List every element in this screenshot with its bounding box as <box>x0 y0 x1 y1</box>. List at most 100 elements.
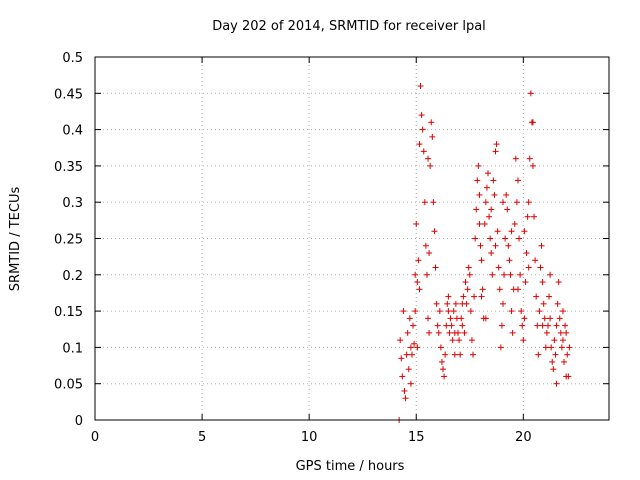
data-point <box>426 250 433 257</box>
data-point <box>431 228 438 235</box>
data-point <box>442 351 449 358</box>
data-point <box>508 228 515 235</box>
data-point <box>525 264 532 271</box>
data-point <box>552 351 559 358</box>
data-point <box>401 387 408 394</box>
data-point <box>405 366 412 373</box>
data-point <box>549 358 556 365</box>
data-point <box>474 177 481 184</box>
data-point <box>430 199 437 206</box>
data-point <box>527 90 534 97</box>
data-point <box>514 177 521 184</box>
data-point <box>548 344 555 351</box>
grid <box>95 57 609 420</box>
data-point <box>397 337 404 344</box>
data-point <box>464 286 471 293</box>
data-point <box>472 235 479 242</box>
y-tick-label: 0.3 <box>62 196 83 211</box>
data-point <box>402 395 409 402</box>
y-axis-label: SRMTID / TECUs <box>8 187 23 292</box>
y-tick-label: 0.25 <box>54 233 83 248</box>
data-point <box>476 220 483 227</box>
data-point <box>487 235 494 242</box>
data-point <box>506 257 513 264</box>
data-point <box>564 351 571 358</box>
data-point <box>512 155 519 162</box>
data-point <box>412 271 419 278</box>
y-tick-label: 0.15 <box>54 305 83 320</box>
data-point <box>513 199 520 206</box>
data-point <box>562 322 569 329</box>
data-point <box>416 141 423 148</box>
data-point <box>559 308 566 315</box>
data-point <box>445 293 452 300</box>
data-point <box>503 191 510 198</box>
data-point <box>493 141 500 148</box>
data-point <box>459 300 466 307</box>
data-point <box>532 257 539 264</box>
data-point <box>475 162 482 169</box>
data-point <box>434 322 441 329</box>
data-point <box>559 337 566 344</box>
data-point <box>544 322 551 329</box>
data-point <box>490 177 497 184</box>
data-point <box>468 337 475 344</box>
data-point <box>492 242 499 249</box>
data-points <box>396 83 573 423</box>
chart-title: Day 202 of 2014, SRMTID for receiver lpa… <box>212 19 486 34</box>
data-point <box>422 242 429 249</box>
data-point <box>556 315 563 322</box>
data-point <box>501 271 508 278</box>
data-point <box>518 308 525 315</box>
data-point <box>440 366 447 373</box>
data-point <box>407 380 414 387</box>
data-point <box>452 300 459 307</box>
data-point <box>471 293 478 300</box>
data-point <box>561 358 568 365</box>
x-tick-label: 0 <box>91 430 99 445</box>
data-point <box>429 133 436 140</box>
data-point <box>554 300 561 307</box>
data-point <box>445 308 452 315</box>
y-tick-labels: 0 0.05 0.1 0.15 0.2 0.25 0.3 0.35 0.4 0.45 0.5 <box>54 51 83 429</box>
data-point <box>508 308 515 315</box>
data-point <box>423 271 430 278</box>
data-point <box>505 242 512 249</box>
data-point <box>521 228 528 235</box>
data-point <box>420 148 427 155</box>
data-point <box>466 271 473 278</box>
data-point <box>495 264 502 271</box>
data-point <box>482 199 489 206</box>
data-point <box>497 344 504 351</box>
data-point <box>478 257 485 264</box>
data-point <box>408 351 415 358</box>
data-point <box>539 279 546 286</box>
data-point <box>558 344 565 351</box>
data-point <box>481 220 488 227</box>
data-point <box>428 119 435 126</box>
data-point <box>521 315 528 322</box>
data-point <box>414 279 421 286</box>
data-point <box>479 286 486 293</box>
data-point <box>470 351 477 358</box>
data-point <box>529 119 536 126</box>
data-point <box>416 286 423 293</box>
data-point <box>504 206 511 213</box>
data-point <box>488 250 495 257</box>
data-point <box>406 315 413 322</box>
data-point <box>456 337 463 344</box>
data-point <box>509 329 516 336</box>
data-point <box>531 213 538 220</box>
data-point <box>473 206 480 213</box>
data-point <box>450 308 457 315</box>
x-tick-labels: 0 5 10 15 20 <box>91 430 532 445</box>
data-point <box>526 155 533 162</box>
y-tick-label: 0.05 <box>54 378 83 393</box>
data-point <box>448 322 455 329</box>
data-point <box>436 308 443 315</box>
data-point <box>433 300 440 307</box>
data-point <box>465 264 472 271</box>
data-point <box>400 308 407 315</box>
data-point <box>477 242 484 249</box>
